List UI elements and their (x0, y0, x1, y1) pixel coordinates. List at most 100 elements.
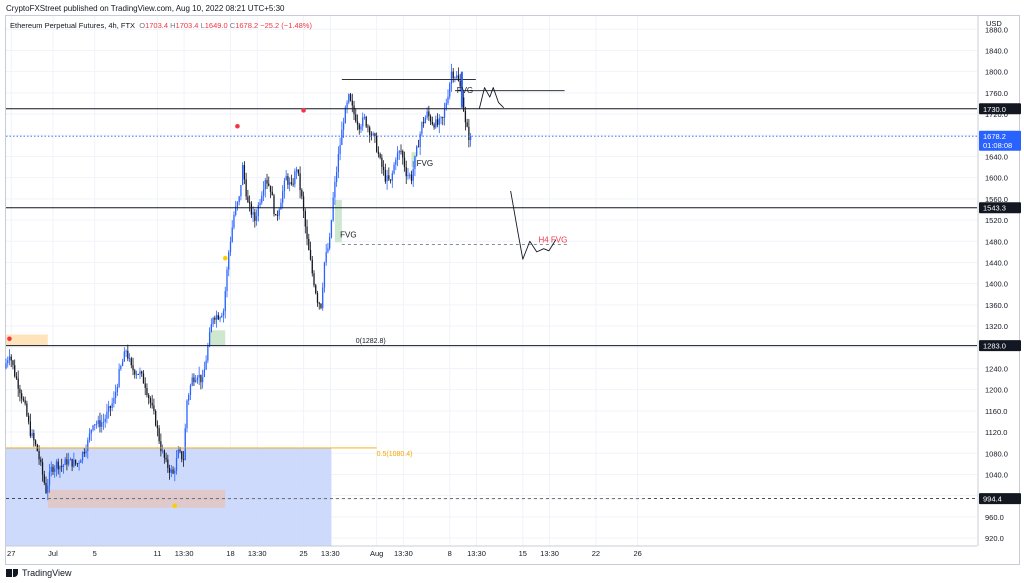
candle-body (31, 433, 33, 437)
candle-body (388, 175, 390, 180)
candle (402, 149, 404, 165)
candle-body (382, 166, 385, 170)
candle-body (393, 164, 395, 174)
candle-body (252, 212, 254, 215)
candle (170, 465, 172, 478)
candle (118, 363, 120, 389)
candle (233, 211, 235, 230)
candle (442, 116, 444, 126)
candle (26, 400, 28, 418)
candle (102, 413, 105, 430)
candle (111, 397, 113, 412)
candle-body (90, 429, 92, 434)
candle-body (276, 215, 279, 217)
candle-body (123, 351, 125, 362)
tradingview-logo[interactable]: TradingView (6, 568, 72, 578)
price-tick-label: 1400.0 (985, 280, 1008, 289)
candle-body (52, 466, 54, 472)
candle-body (273, 195, 275, 215)
candle-body (80, 460, 82, 463)
candle-body (419, 133, 421, 147)
candle-body (144, 383, 146, 388)
candle (221, 312, 223, 318)
candle-body (409, 174, 411, 176)
candle-body (257, 205, 259, 217)
candle-body (417, 146, 420, 148)
candle (83, 448, 85, 457)
candle (54, 464, 56, 478)
candle (243, 161, 246, 185)
candle-body (349, 94, 352, 101)
candle-body (198, 374, 200, 378)
candle (376, 132, 378, 153)
candle (55, 459, 58, 477)
candle (456, 71, 458, 80)
candle-body (308, 238, 310, 251)
candle-body (137, 374, 139, 375)
symbol-title[interactable]: Ethereum Perpetual Futures, 4h, FTX (10, 21, 136, 30)
candle-body (377, 151, 380, 154)
price-tag-label: 994.4 (983, 495, 1002, 504)
candle-body (125, 350, 127, 352)
candle (299, 166, 301, 199)
candle-body (283, 180, 286, 192)
fvg-box (334, 199, 342, 243)
candle-body (464, 111, 467, 123)
candle (322, 282, 324, 311)
candle-body (421, 122, 423, 134)
candle (346, 100, 348, 114)
candle (43, 470, 45, 486)
candle (155, 409, 157, 427)
candle-body (243, 164, 246, 180)
candle-body (179, 449, 181, 452)
price-tag-label: 1543.3 (983, 204, 1006, 213)
candle-body (203, 369, 206, 377)
candle (64, 456, 66, 466)
candle-body (440, 117, 442, 119)
candle (215, 310, 218, 328)
candle (414, 155, 416, 177)
candle-body (7, 360, 9, 364)
candle (186, 399, 188, 433)
candle-body (242, 164, 244, 186)
candle (348, 93, 350, 105)
candle-body (358, 124, 360, 130)
candle (332, 191, 334, 222)
candle (334, 175, 336, 205)
time-tick-label: 13:30 (321, 549, 340, 558)
candle (214, 315, 216, 324)
candle (403, 151, 406, 172)
candle-body (40, 459, 42, 463)
candle-body (168, 468, 171, 473)
candle (10, 354, 12, 368)
candle (424, 115, 427, 124)
price-tick-label: 1440.0 (985, 258, 1008, 267)
candle-body (302, 196, 305, 212)
candle (14, 359, 16, 378)
candle-body (400, 151, 402, 152)
candle-body (407, 175, 409, 177)
candle-body (301, 190, 303, 197)
time-tick-label: 27 (7, 549, 15, 558)
time-tick-label: 18 (226, 549, 234, 558)
candle (389, 179, 392, 184)
time-tick-label: 13:30 (540, 549, 559, 558)
candle (450, 63, 453, 92)
candle (66, 453, 68, 471)
candle (195, 374, 197, 383)
candle-body (48, 471, 51, 486)
candle (245, 172, 247, 201)
candle-body (92, 425, 94, 430)
candle-body (67, 460, 70, 465)
candle (388, 167, 390, 182)
candle (428, 105, 430, 121)
time-tick-label: 15 (519, 549, 527, 558)
signal-dot (172, 503, 178, 509)
fib-label-05: 0.5(1080.4) (377, 451, 413, 458)
candle (175, 450, 178, 475)
low-value: 1649.0 (204, 21, 228, 30)
candle (134, 368, 136, 379)
price-tick-label: 1880.0 (985, 25, 1008, 34)
candle (431, 116, 433, 126)
